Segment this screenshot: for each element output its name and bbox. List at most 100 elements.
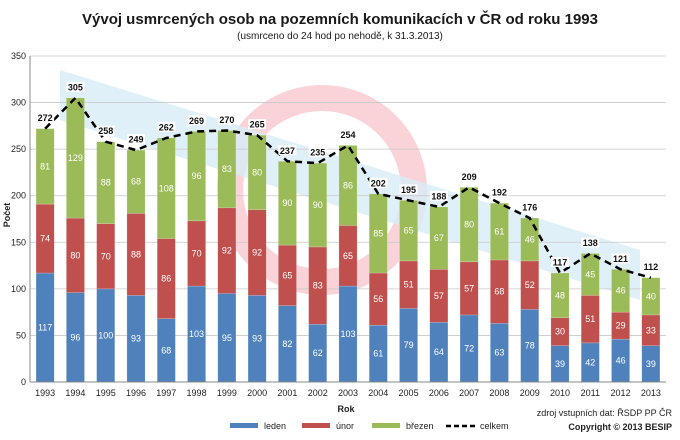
data-label: 78 (525, 341, 535, 351)
y-tick-label: 50 (16, 330, 26, 340)
source-note: zdroj vstupních dat: ŘSDP PP ČR (537, 408, 673, 418)
data-label: 96 (192, 171, 202, 181)
data-label: 40 (646, 291, 656, 301)
y-tick-label: 250 (11, 144, 26, 154)
total-label-bg (157, 121, 176, 132)
total-label: 254 (340, 130, 355, 140)
data-label: 61 (494, 227, 504, 237)
total-label: 262 (159, 122, 174, 132)
legend-label: únor (336, 421, 354, 431)
data-label: 96 (70, 332, 80, 342)
x-tick-label: 2010 (550, 388, 570, 398)
data-label: 45 (585, 269, 595, 279)
total-label: 209 (462, 172, 477, 182)
x-tick-label: 2012 (611, 388, 631, 398)
total-label-bg (217, 114, 236, 125)
bar-segment-březen (429, 206, 449, 270)
data-label: 86 (343, 180, 353, 190)
copyright-note: Copyright © 2013 BESIP (568, 422, 672, 432)
bar-segment-únor (217, 207, 237, 294)
total-label-bg (36, 112, 55, 123)
x-tick-label: 1999 (217, 388, 237, 398)
legend-label: celkem (480, 421, 509, 431)
data-label: 46 (616, 356, 626, 366)
data-label: 62 (313, 348, 323, 358)
data-label: 57 (434, 291, 444, 301)
bar-segment-březen (66, 97, 85, 219)
data-label: 93 (131, 334, 141, 344)
total-label: 138 (583, 238, 598, 248)
data-label: 39 (555, 359, 565, 369)
data-label: 79 (404, 340, 414, 350)
total-label: 176 (522, 203, 537, 213)
y-tick-label: 300 (11, 98, 26, 108)
x-tick-label: 1995 (96, 388, 116, 398)
data-label: 108 (159, 183, 174, 193)
data-label: 80 (70, 250, 80, 260)
legend-label: březen (406, 421, 434, 431)
legend: leden únor březen celkem (230, 421, 509, 431)
data-label: 95 (222, 333, 232, 343)
bar-segment-březen (490, 202, 509, 261)
data-label: 93 (252, 334, 262, 344)
total-label-bg (581, 237, 600, 248)
legend-swatch-březen (372, 423, 400, 428)
bar-segment-březen (187, 131, 206, 222)
total-label-bg (369, 177, 388, 188)
total-label-bg (490, 187, 509, 198)
x-tick-label: 2001 (277, 388, 297, 398)
total-label: 188 (431, 191, 446, 201)
y-tick-label: 0 (21, 377, 26, 387)
total-label-bg (187, 115, 206, 126)
data-label: 92 (252, 248, 262, 258)
data-label: 72 (464, 343, 474, 353)
data-label: 85 (373, 228, 383, 238)
data-label: 103 (189, 329, 204, 339)
x-tick-label: 2000 (247, 388, 267, 398)
data-label: 82 (282, 339, 292, 349)
data-label: 68 (161, 345, 171, 355)
total-label: 192 (492, 188, 507, 198)
data-label: 29 (616, 321, 626, 331)
x-tick-label: 2004 (368, 388, 388, 398)
x-tick-label: 1998 (187, 388, 207, 398)
data-label: 80 (252, 167, 262, 177)
bar-segment-březen (580, 253, 600, 296)
legend-swatch-leden (230, 423, 258, 428)
data-label: 74 (40, 234, 50, 244)
x-tick-label: 1996 (126, 388, 146, 398)
data-label: 90 (282, 198, 292, 208)
y-axis-title: Počet (2, 203, 12, 228)
data-label: 64 (434, 347, 444, 357)
data-label: 67 (434, 233, 444, 243)
total-label: 305 (68, 82, 83, 92)
total-label-bg (127, 134, 145, 145)
data-label: 46 (525, 234, 535, 244)
total-label-bg (429, 190, 448, 201)
data-label: 46 (616, 286, 626, 296)
total-label: 195 (401, 185, 416, 195)
total-label-bg (641, 261, 660, 272)
y-tick-label: 200 (11, 191, 26, 201)
y-tick-label: 350 (11, 51, 26, 61)
x-tick-label: 2011 (581, 388, 600, 398)
data-label: 70 (192, 248, 202, 258)
data-label: 65 (404, 226, 414, 236)
y-tick-label: 150 (11, 237, 26, 247)
x-tick-label: 1993 (35, 388, 55, 398)
data-label: 88 (131, 249, 141, 259)
x-tick-label: 2002 (308, 388, 328, 398)
x-tick-label: 2003 (338, 388, 358, 398)
x-tick-label: 2009 (520, 388, 540, 398)
total-label-bg (399, 184, 418, 195)
total-label-bg (611, 253, 630, 264)
data-label: 68 (131, 177, 141, 187)
data-label: 63 (494, 348, 504, 358)
y-tick-label: 100 (11, 284, 26, 294)
x-tick-label: 2005 (399, 388, 419, 398)
bars: 117 74 81 96 80 129 100 70 88 93 88 68 68 86 108 103 70 9… (35, 81, 661, 383)
data-label: 65 (282, 270, 292, 280)
bar-segment-únor (96, 223, 116, 290)
total-label: 249 (128, 135, 143, 145)
data-label: 90 (313, 200, 323, 210)
